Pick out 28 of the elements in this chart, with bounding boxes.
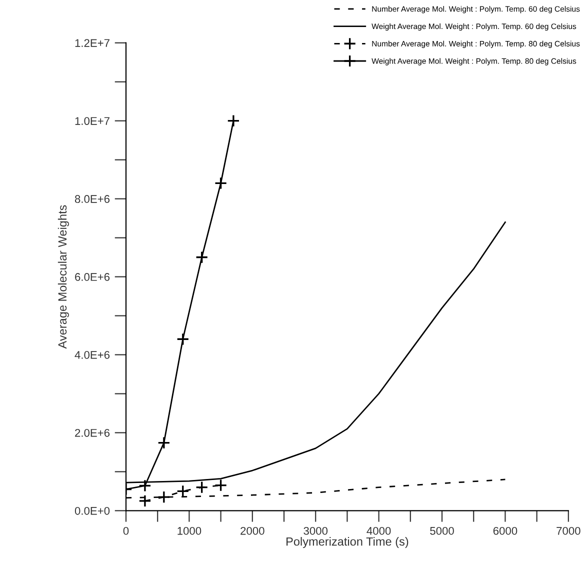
point <box>214 478 228 492</box>
y-axis-title: Average Molecular Weights <box>58 205 69 349</box>
y-tick-label: 0.0E+0 <box>74 506 110 515</box>
y-tick-label: 2.0E+6 <box>75 428 110 437</box>
point <box>138 479 152 492</box>
x-tick-label: 7000 <box>556 526 580 535</box>
y-tick-label: 1.2E+7 <box>75 39 110 47</box>
point <box>214 176 228 190</box>
x-tick-label: 1000 <box>178 526 202 535</box>
point <box>227 114 240 128</box>
x-tick-label: 2000 <box>240 526 264 535</box>
point <box>195 250 208 264</box>
x-tick-label: 0 <box>123 526 129 535</box>
x-tick-label: 5000 <box>430 526 454 535</box>
y-tick-label: 4.0E+6 <box>74 351 110 359</box>
x-tick-label: 4000 <box>366 526 391 535</box>
y-tick-label: 1.0E+7 <box>75 117 110 125</box>
x-tick-label: 6000 <box>493 526 518 535</box>
point <box>138 494 152 508</box>
y-tick-label: 8.0E+6 <box>74 195 110 203</box>
point <box>158 436 170 450</box>
x-tick-label: 3000 <box>304 526 328 535</box>
x-axis-title: Polymerization Time (s) <box>286 537 408 548</box>
y-tick-label: 6.0E+6 <box>75 273 110 281</box>
point <box>195 480 208 494</box>
point <box>158 490 170 504</box>
point <box>176 332 190 346</box>
point <box>176 484 190 498</box>
